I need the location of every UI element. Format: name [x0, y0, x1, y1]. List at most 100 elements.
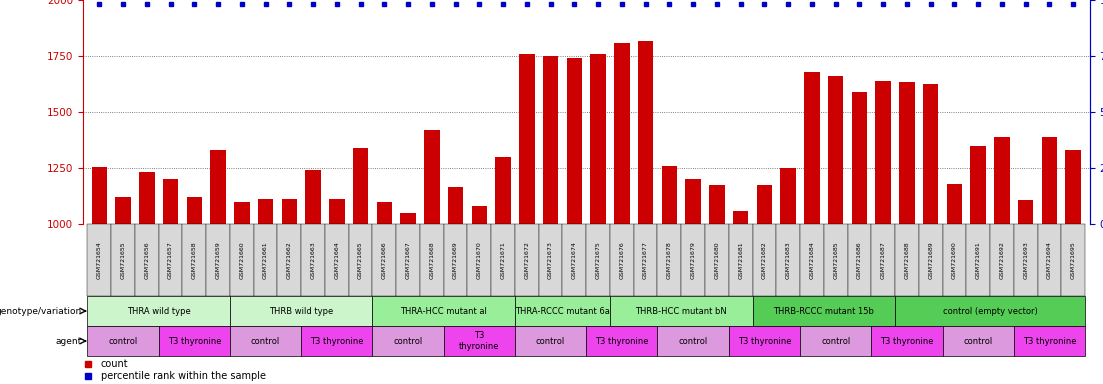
Text: GSM721673: GSM721673: [548, 241, 553, 279]
Bar: [567, 58, 582, 384]
Text: control: control: [394, 336, 422, 346]
Bar: [828, 76, 844, 384]
Bar: [472, 206, 488, 384]
Text: THRA-HCC mutant al: THRA-HCC mutant al: [400, 306, 488, 316]
Bar: [206, 224, 231, 296]
Text: GSM721685: GSM721685: [833, 241, 838, 279]
Text: GSM721662: GSM721662: [287, 241, 292, 279]
Bar: [852, 92, 867, 384]
Text: GSM721669: GSM721669: [453, 241, 458, 279]
Text: GSM721656: GSM721656: [144, 241, 149, 279]
Bar: [757, 185, 772, 384]
Bar: [182, 224, 206, 296]
Bar: [971, 146, 986, 384]
Bar: [111, 224, 135, 296]
Bar: [87, 224, 111, 296]
Bar: [752, 224, 777, 296]
Bar: [281, 199, 297, 384]
Bar: [468, 224, 491, 296]
Text: THRA-RCCC mutant 6a: THRA-RCCC mutant 6a: [515, 306, 610, 316]
Bar: [231, 296, 373, 326]
Bar: [1014, 224, 1038, 296]
Bar: [373, 326, 443, 356]
Bar: [211, 150, 226, 384]
Text: control: control: [964, 336, 993, 346]
Bar: [847, 224, 871, 296]
Text: GSM721686: GSM721686: [857, 241, 861, 279]
Text: agent: agent: [56, 336, 83, 346]
Bar: [515, 224, 538, 296]
Bar: [966, 224, 990, 296]
Bar: [515, 326, 586, 356]
Text: GSM721679: GSM721679: [690, 241, 696, 279]
Bar: [254, 224, 278, 296]
Text: GSM721689: GSM721689: [928, 241, 933, 279]
Bar: [994, 137, 1009, 384]
Text: T3 thyronine: T3 thyronine: [1022, 336, 1077, 346]
Text: GSM721687: GSM721687: [880, 241, 886, 279]
Bar: [1041, 137, 1057, 384]
Text: GSM721677: GSM721677: [643, 241, 649, 279]
Bar: [876, 81, 891, 384]
Text: control: control: [821, 336, 850, 346]
Bar: [301, 326, 373, 356]
Bar: [657, 224, 682, 296]
Bar: [729, 326, 800, 356]
Text: GSM721661: GSM721661: [264, 241, 268, 279]
Bar: [729, 224, 752, 296]
Bar: [563, 224, 586, 296]
Text: GSM721674: GSM721674: [571, 241, 577, 279]
Bar: [871, 326, 942, 356]
Bar: [491, 224, 515, 296]
Text: control (empty vector): control (empty vector): [943, 306, 1038, 316]
Bar: [87, 326, 159, 356]
Bar: [234, 202, 249, 384]
Bar: [1018, 200, 1034, 384]
Bar: [443, 326, 515, 356]
Text: GSM721666: GSM721666: [382, 241, 387, 279]
Text: GSM721695: GSM721695: [1071, 241, 1075, 279]
Text: T3 thyronine: T3 thyronine: [738, 336, 791, 346]
Bar: [92, 167, 107, 384]
Bar: [662, 166, 677, 384]
Bar: [586, 224, 610, 296]
Bar: [306, 170, 321, 384]
Bar: [777, 224, 800, 296]
Text: THRB-RCCC mutant 15b: THRB-RCCC mutant 15b: [773, 306, 875, 316]
Bar: [942, 326, 1014, 356]
Bar: [614, 43, 630, 384]
Bar: [610, 296, 752, 326]
Bar: [899, 82, 914, 384]
Bar: [1038, 224, 1061, 296]
Bar: [895, 296, 1085, 326]
Bar: [804, 72, 820, 384]
Text: control: control: [536, 336, 565, 346]
Text: T3
thyronine: T3 thyronine: [459, 331, 500, 351]
Bar: [163, 179, 179, 384]
Bar: [946, 184, 962, 384]
Bar: [752, 296, 895, 326]
Bar: [634, 224, 657, 296]
Bar: [657, 326, 729, 356]
Bar: [495, 157, 511, 384]
Bar: [373, 296, 515, 326]
Text: GSM721683: GSM721683: [785, 241, 791, 279]
Bar: [638, 41, 653, 384]
Text: GSM721671: GSM721671: [501, 241, 505, 279]
Bar: [349, 224, 373, 296]
Text: GSM721667: GSM721667: [406, 241, 410, 279]
Text: genotype/variation: genotype/variation: [0, 306, 83, 316]
Text: T3 thyronine: T3 thyronine: [880, 336, 933, 346]
Text: GSM721684: GSM721684: [810, 241, 814, 279]
Bar: [1065, 150, 1081, 384]
Bar: [942, 224, 966, 296]
Text: GSM721692: GSM721692: [999, 241, 1005, 279]
Text: control: control: [251, 336, 280, 346]
Bar: [325, 224, 349, 296]
Text: GSM721691: GSM721691: [976, 241, 981, 279]
Text: GSM721670: GSM721670: [476, 241, 482, 279]
Text: T3 thyronine: T3 thyronine: [310, 336, 364, 346]
Text: GSM721693: GSM721693: [1024, 241, 1028, 279]
Bar: [515, 296, 610, 326]
Text: GSM721654: GSM721654: [97, 241, 101, 279]
